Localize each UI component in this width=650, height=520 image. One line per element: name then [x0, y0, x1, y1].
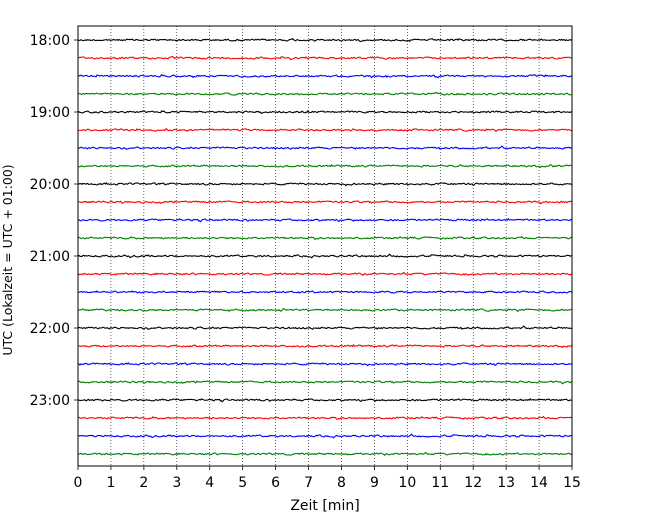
trace-layer: [77, 38, 573, 456]
trace-1900: [77, 110, 573, 114]
x-tick-label-13: 13: [497, 475, 515, 491]
x-tick-label-12: 12: [464, 475, 482, 491]
trace-2030: [78, 218, 573, 223]
x-tick-label-10: 10: [398, 475, 416, 491]
y-tick-label-2100: 21:00: [30, 249, 70, 265]
trace-2345: [77, 451, 573, 456]
x-tick-label-6: 6: [271, 475, 280, 491]
grid-layer: [110, 26, 540, 466]
trace-2330: [77, 433, 573, 439]
trace-2230: [77, 362, 573, 367]
y-tick-label-1900: 19:00: [30, 105, 70, 121]
x-tick-label-7: 7: [304, 475, 313, 491]
y-axis-ticks: 18:00 19:00 20:00 21:00 22:00 23:00: [30, 33, 78, 409]
x-tick-label-0: 0: [74, 475, 83, 491]
x-axis-ticks: 0 1 2 3 4 5 6 7 8 9 10 11 12 13 14 15: [74, 466, 581, 491]
trace-1915: [77, 127, 573, 133]
trace-2315: [77, 415, 573, 420]
trace-2100: [77, 253, 573, 259]
x-tick-label-1: 1: [106, 475, 115, 491]
x-tick-label-9: 9: [370, 475, 379, 491]
trace-2115: [77, 271, 573, 276]
x-tick-label-8: 8: [337, 475, 346, 491]
y-tick-label-2000: 20:00: [30, 177, 70, 193]
trace-2000: [77, 182, 573, 187]
x-tick-label-2: 2: [139, 475, 148, 491]
plot-frame: [77, 25, 573, 467]
trace-1830: [77, 74, 573, 79]
x-tick-label-5: 5: [238, 475, 247, 491]
trace-2300: [77, 398, 573, 403]
trace-2215: [77, 344, 573, 348]
trace-1930: [77, 145, 573, 150]
y-tick-label-1800: 18:00: [30, 33, 70, 49]
trace-2245: [77, 380, 573, 385]
x-axis-label: Zeit [min]: [290, 498, 359, 514]
y-axis-label: UTC (Lokalzeit = UTC + 01:00): [0, 164, 15, 355]
trace-2145: [77, 307, 573, 313]
trace-2130: [77, 290, 573, 294]
trace-1815: [77, 56, 573, 61]
trace-1845: [77, 91, 573, 96]
trace-1800: [77, 38, 573, 43]
x-tick-label-15: 15: [563, 475, 581, 491]
x-tick-label-11: 11: [431, 475, 449, 491]
y-tick-label-2300: 23:00: [30, 393, 70, 409]
x-tick-label-4: 4: [205, 475, 214, 491]
y-tick-label-2200: 22:00: [30, 321, 70, 337]
trace-2045: [77, 235, 573, 240]
x-tick-label-14: 14: [530, 475, 548, 491]
x-tick-label-3: 3: [172, 475, 181, 491]
trace-2200: [77, 325, 573, 330]
trace-1945: [77, 164, 573, 168]
trace-2015: [77, 200, 573, 205]
